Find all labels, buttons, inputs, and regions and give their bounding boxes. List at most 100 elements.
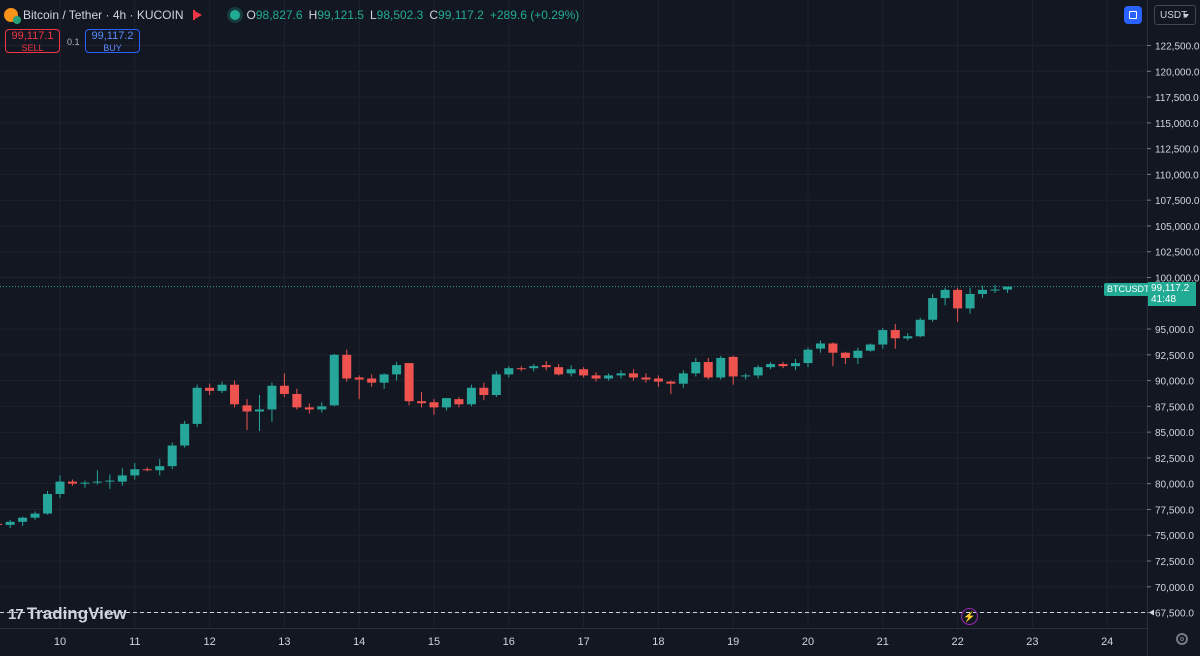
candle-body xyxy=(304,407,314,410)
candle xyxy=(5,519,15,528)
spread-value: 0.1 xyxy=(67,37,80,47)
candle-body xyxy=(865,344,875,351)
price-tick-label: 70,000.0 xyxy=(1155,583,1194,594)
candle xyxy=(990,284,1000,293)
time-tick-label: 13 xyxy=(278,636,290,648)
price-tick-label: 100,000.0 xyxy=(1155,273,1200,284)
ohlc-values: O98,827.6 H99,121.5 L98,502.3 C99,117.2 … xyxy=(247,8,580,22)
sell-button[interactable]: 99,117.1 SELL xyxy=(5,29,60,53)
flag-icon[interactable] xyxy=(192,10,202,20)
settings-gear-icon[interactable] xyxy=(1176,633,1188,645)
candle-body xyxy=(678,373,688,384)
candle xyxy=(965,287,975,314)
candle xyxy=(778,362,788,369)
candle xyxy=(616,370,626,379)
candle-body xyxy=(67,481,77,484)
candle-body xyxy=(267,385,277,410)
candle xyxy=(180,420,190,448)
price-tick-label: 87,500.0 xyxy=(1155,402,1194,413)
candle xyxy=(217,381,227,393)
candle-body xyxy=(803,349,813,364)
candle xyxy=(516,366,526,372)
candle xyxy=(928,293,938,322)
candle xyxy=(30,511,40,520)
candle-body xyxy=(92,481,102,483)
candle xyxy=(728,355,738,385)
candle-body xyxy=(853,350,863,358)
candle xyxy=(230,380,240,408)
buy-label: BUY xyxy=(103,43,122,53)
candle-body xyxy=(180,423,190,446)
candle-body xyxy=(716,357,726,378)
sell-price: 99,117.1 xyxy=(11,30,54,42)
symbol-header: Bitcoin / Tether · 4h · KUCOIN O98,827.6… xyxy=(4,4,579,26)
candle-body xyxy=(18,517,28,522)
candle xyxy=(392,362,402,381)
candle xyxy=(67,479,77,486)
candle xyxy=(678,370,688,388)
overlays xyxy=(0,286,1147,614)
candle-body xyxy=(429,402,439,408)
candle xyxy=(479,382,489,401)
candle xyxy=(504,366,514,378)
candle xyxy=(566,365,576,377)
tradingview-logo[interactable]: 17 TradingView xyxy=(8,604,127,624)
time-tick-label: 12 xyxy=(203,636,215,648)
candle xyxy=(105,474,115,489)
candle-body xyxy=(753,367,763,376)
price-tick-label: 112,500.0 xyxy=(1155,145,1199,156)
candle-body xyxy=(329,354,339,406)
price-tick-label: 107,500.0 xyxy=(1155,196,1200,207)
price-axis[interactable]: 122,500.0 120,000.0 117,500.0 115,000.0 112,… xyxy=(1147,0,1200,656)
candle xyxy=(205,383,215,396)
candle-body xyxy=(579,369,589,376)
price-tick-label: 77,500.0 xyxy=(1155,505,1194,516)
time-tick-label: 24 xyxy=(1101,636,1113,648)
candle-body xyxy=(379,374,389,383)
candle-body xyxy=(292,393,302,408)
time-tick-label: 11 xyxy=(129,636,140,648)
candle-body xyxy=(628,373,638,378)
candle-body xyxy=(529,366,539,369)
price-tick-label: 85,000.0 xyxy=(1155,428,1194,439)
buy-button[interactable]: 99,117.2 BUY xyxy=(85,29,140,53)
candle xyxy=(604,373,614,381)
candle-body xyxy=(541,365,551,368)
candle xyxy=(803,347,813,368)
market-status-icon xyxy=(229,10,240,20)
candle xyxy=(0,523,3,525)
candle-body xyxy=(80,482,90,484)
grid xyxy=(0,0,1147,628)
candle xyxy=(242,399,252,431)
candle xyxy=(529,364,539,372)
candle-body xyxy=(242,405,252,412)
candle xyxy=(953,287,963,322)
candle xyxy=(454,397,464,408)
candle xyxy=(342,349,352,382)
candle xyxy=(591,372,601,382)
candle xyxy=(940,287,950,306)
candle xyxy=(254,395,264,432)
lightning-icon[interactable]: ⚡ xyxy=(961,608,978,625)
candle xyxy=(55,475,65,499)
candle-body xyxy=(703,362,713,378)
time-tick-label: 16 xyxy=(503,636,515,648)
price-tick-label: 120,000.0 xyxy=(1155,67,1200,78)
candle xyxy=(367,374,377,387)
price-tick-label: 67,500.0 xyxy=(1155,609,1194,620)
time-axis[interactable]: 10 11 12 13 14 15 16 17 18 19 20 21 22 23 24 xyxy=(0,628,1147,656)
time-tick-label: 19 xyxy=(727,636,739,648)
ohlc-close: C99,117.2 xyxy=(429,8,484,22)
currency-select[interactable]: USDT xyxy=(1154,5,1196,25)
candle-body xyxy=(317,406,327,410)
candle xyxy=(441,398,451,411)
candle xyxy=(853,347,863,365)
symbol-title[interactable]: Bitcoin / Tether · 4h · KUCOIN xyxy=(23,8,184,22)
time-tick-label: 17 xyxy=(577,636,589,648)
candle-body xyxy=(616,373,626,376)
candle-body xyxy=(890,330,900,339)
candle-body xyxy=(728,356,738,377)
candle-body xyxy=(230,384,240,405)
alert-icon[interactable] xyxy=(1124,6,1142,24)
